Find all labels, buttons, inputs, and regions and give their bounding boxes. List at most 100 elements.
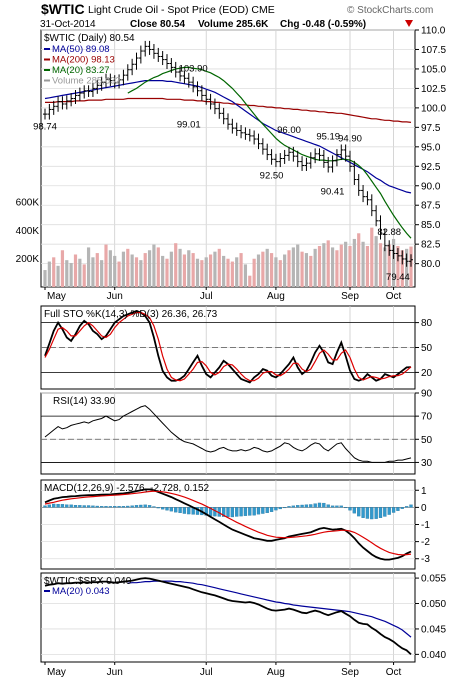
volume-bar <box>269 253 274 287</box>
instrument-name-text: Light Crude Oil - Spot Price (EOD) <box>88 4 248 16</box>
volume-bar <box>222 255 226 287</box>
macd-histogram-bar <box>156 507 160 509</box>
macd-histogram-bar <box>348 507 352 511</box>
macd-signal-line <box>44 490 412 556</box>
month-label: Jun <box>107 667 123 678</box>
macd-histogram-bar <box>404 506 409 508</box>
panel-3: -3 -2 -1 0 1 MACD(12,26,9) -2.576, -2.728, 0.… <box>40 479 430 570</box>
y-tick-label: -1 <box>421 520 430 531</box>
volume-bar <box>352 238 356 287</box>
sto-title: Full STO %K(14,3) %D(3) 26.36, 26.73 <box>44 309 218 320</box>
y-tick-label: 90.0 <box>421 181 441 192</box>
legend-swatch <box>44 48 50 50</box>
volume-bar <box>309 255 313 287</box>
volume-bar <box>130 254 134 287</box>
price-annotation: 98.74 <box>33 122 57 133</box>
volume-bar <box>261 251 265 287</box>
y-tick-label: 80.0 <box>421 259 441 270</box>
volume-bar <box>387 244 391 287</box>
y-tick-label: 110.0 <box>421 26 446 37</box>
macd-histogram-bar <box>387 507 391 515</box>
watermark: © StockCharts.com <box>347 5 433 16</box>
volume-bar <box>91 257 95 287</box>
y-tick-label: 100.0 <box>421 103 446 114</box>
y-tick-label: 20 <box>421 368 433 379</box>
legend-swatch <box>44 79 50 82</box>
y-tick-label: 50 <box>421 435 433 446</box>
panel-frame <box>40 392 416 475</box>
macd-histogram-bar <box>178 507 182 514</box>
volume-bar <box>361 241 365 287</box>
ma20-line <box>127 66 412 239</box>
macd-histogram-bar <box>252 507 256 516</box>
y-tick-label: 105.0 <box>421 64 446 75</box>
macd-histogram-bar <box>300 504 304 508</box>
y-tick-label: 50 <box>421 343 433 354</box>
volume-bar <box>182 254 187 287</box>
macd-histogram-bar <box>361 507 365 518</box>
macd-histogram-bar <box>204 507 208 516</box>
price-annotation: 99.01 <box>177 120 201 131</box>
macd-histogram-bar <box>243 507 248 516</box>
macd-histogram-bar <box>91 505 95 508</box>
volume-bar <box>69 262 73 287</box>
volume-bar <box>226 258 230 287</box>
price-annotation: 90.41 <box>321 187 345 198</box>
volume-bar <box>156 247 160 287</box>
y-tick-label: -3 <box>421 554 430 565</box>
volume-bar <box>178 248 182 287</box>
instrument-name: Light Crude Oil - Spot Price (EOD) CME <box>88 4 275 16</box>
volume-bar <box>213 251 217 287</box>
macd-histogram-bar <box>291 505 296 508</box>
macd-histogram-bar <box>322 502 326 508</box>
macd-histogram-bar <box>317 502 322 508</box>
close-readout: Close 80.54 <box>130 19 185 30</box>
y-tick-label: 102.5 <box>421 84 446 95</box>
macd-histogram-bar <box>78 505 82 508</box>
y-tick-label: 30 <box>421 458 433 469</box>
macd-histogram-bar <box>304 504 309 508</box>
macd-histogram-bar <box>282 507 287 509</box>
macd-histogram-bar <box>235 507 239 517</box>
macd-histogram-bar <box>269 507 274 512</box>
volume-bar <box>121 251 126 287</box>
legend-entry: MA(200) 98.13 <box>52 55 115 66</box>
month-label: Jul <box>200 667 213 678</box>
macd-histogram-bar <box>47 504 52 508</box>
y-tick-label: 0.040 <box>421 650 446 661</box>
volume-bar <box>383 247 387 287</box>
macd-histogram-bar <box>86 505 91 508</box>
macd-histogram-bar <box>139 504 143 508</box>
volume-bar <box>78 258 82 287</box>
month-label: Jun <box>107 291 123 302</box>
macd-histogram-bar <box>370 507 374 520</box>
volume-bar <box>161 255 165 287</box>
y-tick-label: 95.0 <box>421 142 441 153</box>
macd-histogram-bar <box>256 507 261 515</box>
sto-d-line <box>44 312 412 382</box>
volume-bar <box>108 250 112 287</box>
volume-bar <box>274 257 278 287</box>
y-tick-label: -2 <box>421 537 430 548</box>
volume-bar <box>239 253 243 287</box>
volume-bar <box>217 248 221 287</box>
volume-bar <box>195 258 200 287</box>
macd-histogram-bar <box>65 504 69 508</box>
volume-bar <box>43 270 47 287</box>
exchange-label: CME <box>251 4 274 16</box>
volume-bar <box>152 244 156 287</box>
volume-bar <box>235 257 239 287</box>
price-annotation: 94.90 <box>338 134 362 145</box>
price-panel-title: $WTIC (Daily) 80.54 <box>44 33 135 44</box>
y-tick-label: 87.5 <box>421 201 441 212</box>
macd-histogram-bar <box>309 504 313 508</box>
macd-histogram-bar <box>357 507 361 517</box>
month-label: May <box>47 291 66 302</box>
chart-header: $WTIC Light Crude Oil - Spot Price (EOD)… <box>40 1 433 30</box>
volume-bar <box>313 248 317 287</box>
month-label: Jul <box>200 291 213 302</box>
macd-histogram-bar <box>352 507 357 514</box>
macd-histogram-bar <box>265 507 269 514</box>
volume-bar <box>73 254 78 287</box>
macd-histogram-bar <box>134 505 139 508</box>
